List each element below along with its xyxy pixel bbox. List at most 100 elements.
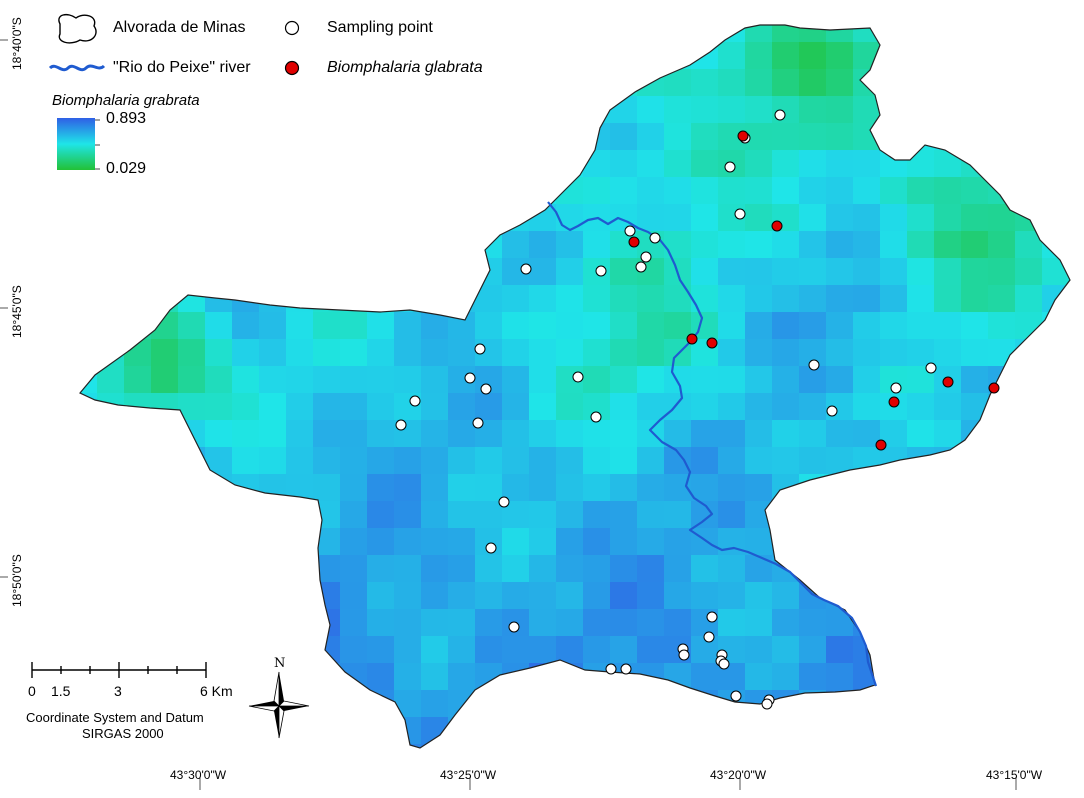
raster-cell — [961, 609, 989, 637]
raster-cell — [961, 69, 989, 97]
raster-cell — [772, 312, 800, 340]
raster-cell — [1042, 150, 1070, 178]
raster-cell — [610, 420, 638, 448]
raster-cell — [745, 474, 773, 502]
raster-cell — [421, 96, 449, 124]
raster-cell — [529, 528, 557, 556]
lat-tick-label: 18°45'0"S — [10, 285, 24, 338]
raster-cell — [691, 447, 719, 475]
raster-cell — [394, 366, 422, 394]
raster-cell — [1015, 555, 1043, 583]
raster-cell — [367, 123, 395, 151]
raster-cell — [1015, 123, 1043, 151]
raster-cell — [718, 42, 746, 70]
raster-cell — [367, 636, 395, 664]
lon-tick-label: 43°25'0"W — [440, 768, 497, 782]
raster-cell — [205, 96, 233, 124]
raster-cell — [907, 150, 935, 178]
raster-cell — [1015, 25, 1043, 43]
raster-cell — [853, 447, 881, 475]
raster-cell — [286, 447, 314, 475]
raster-cell — [583, 501, 611, 529]
raster-cell — [637, 312, 665, 340]
raster-cell — [97, 393, 125, 421]
raster-cell — [448, 420, 476, 448]
raster-cell — [718, 609, 746, 637]
raster-cell — [907, 717, 935, 745]
raster-cell — [1015, 393, 1043, 421]
raster-cell — [124, 366, 152, 394]
raster-cell — [1069, 528, 1070, 556]
raster-cell — [664, 582, 692, 610]
raster-cell — [421, 150, 449, 178]
raster-cell — [772, 366, 800, 394]
raster-cell — [772, 393, 800, 421]
raster-cell — [907, 636, 935, 664]
raster-cell — [745, 96, 773, 124]
raster-cell — [610, 528, 638, 556]
raster-cell — [151, 285, 179, 313]
raster-cell — [772, 231, 800, 259]
raster-cell — [124, 744, 152, 748]
legend-species-label: Biomphalaria glabrata — [327, 59, 483, 76]
raster-cell — [907, 42, 935, 70]
raster-cell — [961, 528, 989, 556]
raster-cell — [934, 555, 962, 583]
raster-cell — [664, 177, 692, 205]
raster-cell — [772, 25, 800, 43]
raster-cell — [259, 501, 287, 529]
legend-river-label: "Rio do Peixe" river — [113, 59, 251, 76]
raster-cell — [610, 339, 638, 367]
raster-cell — [934, 123, 962, 151]
raster-cell — [1069, 609, 1070, 637]
raster-cell — [205, 555, 233, 583]
raster-cell — [286, 636, 314, 664]
raster-cell — [80, 393, 98, 421]
raster-cell — [178, 474, 206, 502]
raster-cell — [151, 123, 179, 151]
raster-cell — [259, 204, 287, 232]
raster-cell — [1069, 285, 1070, 313]
raster-cell — [691, 555, 719, 583]
raster-cell — [178, 501, 206, 529]
raster-cell — [367, 447, 395, 475]
raster-cell — [1015, 285, 1043, 313]
raster-cell — [448, 474, 476, 502]
raster-cell — [826, 582, 854, 610]
raster-cell — [313, 231, 341, 259]
raster-cell — [1042, 69, 1070, 97]
raster-cell — [880, 123, 908, 151]
raster-cell — [313, 582, 341, 610]
raster-cell — [313, 528, 341, 556]
raster-cell — [1042, 123, 1070, 151]
raster-cell — [1015, 42, 1043, 70]
raster-cell — [529, 717, 557, 745]
raster-cell — [475, 447, 503, 475]
raster-cell — [1015, 96, 1043, 124]
raster-cell — [961, 339, 989, 367]
raster-cell — [691, 123, 719, 151]
sampling-point — [590, 411, 602, 423]
raster-cell — [961, 636, 989, 664]
raster-cell — [205, 528, 233, 556]
raster-cell — [583, 528, 611, 556]
raster-cell — [610, 123, 638, 151]
raster-cell — [259, 474, 287, 502]
raster-cell — [529, 555, 557, 583]
raster-cell — [826, 636, 854, 664]
raster-cell — [718, 555, 746, 583]
raster-cell — [394, 555, 422, 583]
raster-cell — [124, 609, 152, 637]
raster-cell — [421, 123, 449, 151]
raster-cell — [97, 339, 125, 367]
sampling-point — [480, 383, 492, 395]
raster-cell — [313, 177, 341, 205]
raster-cell — [1069, 204, 1070, 232]
raster-cell — [853, 744, 881, 748]
raster-cell — [664, 420, 692, 448]
raster-cell — [988, 717, 1016, 745]
raster-cell — [664, 96, 692, 124]
raster-cell — [691, 636, 719, 664]
raster-cell — [664, 393, 692, 421]
raster-cell — [907, 25, 935, 43]
